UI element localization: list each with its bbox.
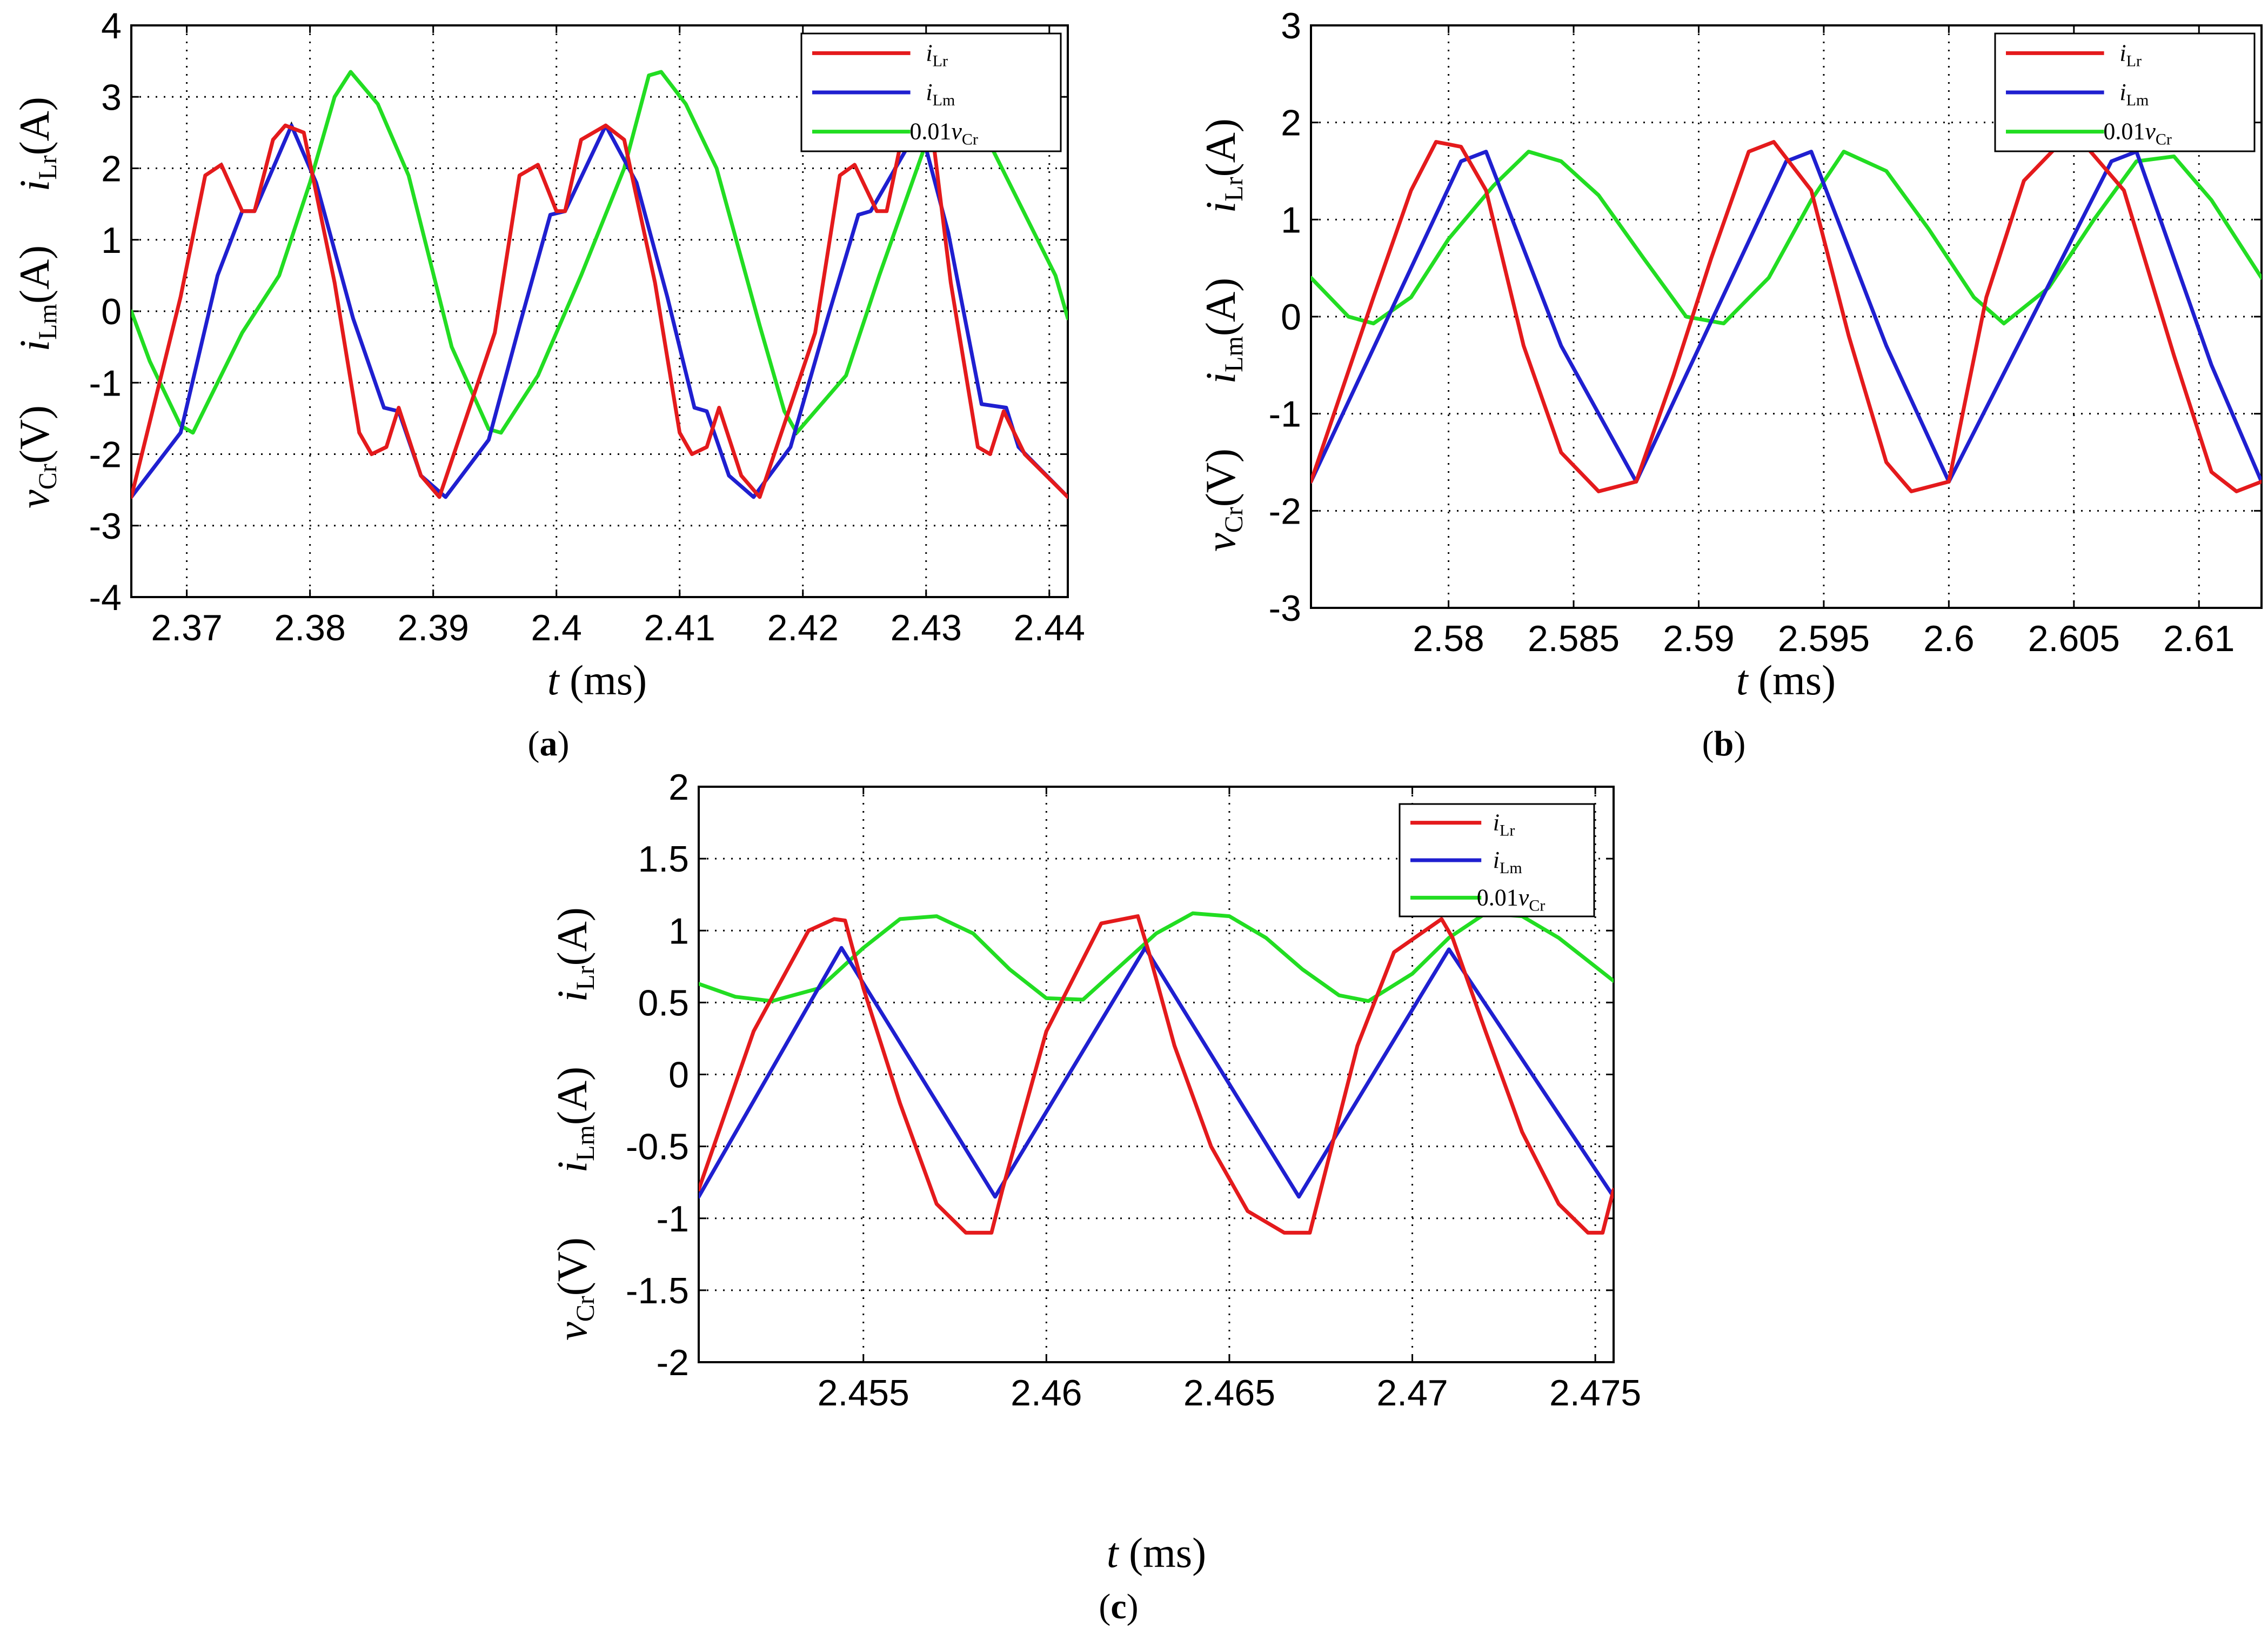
x-tick-label: 2.47 (1376, 1372, 1448, 1414)
legend-label: iLm (1493, 847, 1522, 877)
x-tick-label: 2.59 (1663, 618, 1734, 659)
x-tick-label: 2.44 (1014, 607, 1085, 648)
x-tick-label: 2.61 (2163, 618, 2234, 659)
y-tick-label: 1 (1281, 199, 1301, 240)
series-line-0.01vCr (131, 70, 1068, 435)
y-tick-label: 1 (668, 910, 689, 952)
y-tick-label: -4 (89, 577, 122, 618)
panel-a-x-axis-label: t (ms) (547, 657, 647, 704)
legend-label: 0.01vCr (2103, 118, 2172, 149)
x-tick-label: 2.465 (1183, 1372, 1275, 1414)
legend-label: iLm (926, 79, 955, 109)
panel-b-y-axis-label: vCr(V) iLm(A) iLr(A) (1197, 118, 1248, 552)
y-tick-label: -1.5 (626, 1270, 689, 1311)
y-tick-label: 2 (1281, 103, 1301, 144)
y-tick-label: -1 (657, 1198, 689, 1240)
panel-b-legend: iLr iLm 0.01vCr (1994, 32, 2256, 152)
series-line-0.01vCr (1311, 150, 2262, 326)
legend-label: 0.01vCr (909, 118, 978, 149)
x-tick-label: 2.605 (2028, 618, 2120, 659)
panel-a-y-axis-label: vCr(V) iLm(A) iLr(A) (11, 97, 62, 508)
x-tick-label: 2.455 (818, 1372, 909, 1414)
y-tick-label: -2 (89, 434, 122, 475)
panel-c: 2.455 2.46 2.465 2.47 2.475 2 1.5 1 0.5 0 -0.5 -1 -1… (548, 767, 1641, 1626)
x-tick-label: 2.6 (1923, 618, 1975, 659)
y-tick-label: 4 (101, 5, 122, 46)
y-tick-label: 0 (1281, 297, 1301, 338)
series-line-0.01vCr (699, 911, 1614, 1003)
x-tick-label: 2.37 (151, 607, 222, 648)
x-tick-label: 2.46 (1011, 1372, 1082, 1414)
x-tick-label: 2.38 (274, 607, 345, 648)
panel-c-legend: iLr iLm 0.01vCr (1399, 803, 1595, 917)
x-tick-label: 2.42 (767, 607, 839, 648)
x-tick-label: 2.39 (397, 607, 469, 648)
y-tick-label: -0.5 (626, 1127, 689, 1168)
y-tick-label: 0.5 (638, 982, 689, 1023)
panel-a-tick-labels: 2.37 2.38 2.39 2.4 2.41 2.42 2.43 2.44 4 3 2 1 0 -1 -2… (89, 5, 1085, 648)
y-tick-label: -2 (1269, 491, 1301, 532)
panel-a-caption: (a) (528, 724, 570, 763)
y-tick-label: -3 (89, 506, 122, 547)
panel-a: 2.37 2.38 2.39 2.4 2.41 2.42 2.43 2.44 4 3 2 1 0 -1 -2… (11, 5, 1085, 763)
x-tick-label: 2.4 (531, 607, 582, 648)
panel-c-y-axis-label: vCr(V) iLm(A) iLr(A) (548, 907, 600, 1341)
legend-label: iLr (2119, 39, 2142, 70)
panel-c-series (699, 911, 1614, 1235)
x-tick-label: 2.58 (1413, 618, 1484, 659)
y-tick-label: 2 (101, 149, 122, 190)
series-line-iLr (1311, 140, 2262, 493)
x-tick-label: 2.475 (1549, 1372, 1641, 1414)
legend-label: 0.01vCr (1477, 884, 1546, 914)
panel-b-caption: (b) (1702, 724, 1746, 763)
y-tick-label: 3 (101, 77, 122, 118)
series-line-iLr (699, 914, 1614, 1235)
panel-c-tick-labels: 2.455 2.46 2.465 2.47 2.475 2 1.5 1 0.5 0 -0.5 -1 -1… (626, 767, 1641, 1414)
panel-a-legend: iLr iLm 0.01vCr (800, 32, 1062, 152)
panel-b-tick-labels: 2.58 2.585 2.59 2.595 2.6 2.605 2.61 3 2 1 0 -1 -2 -3 (1269, 5, 2262, 659)
svg-text:vCr(V) iLm(A) iLr(A): vCr(V) iLm(A) iLr(A) (1197, 118, 1248, 552)
y-tick-label: 0 (101, 291, 122, 332)
y-tick-label: -1 (89, 363, 122, 404)
y-tick-label: 1.5 (638, 839, 689, 880)
y-tick-label: 0 (668, 1055, 689, 1096)
panel-c-x-axis-label: t (ms) (1107, 1529, 1206, 1576)
legend-label: iLr (1493, 809, 1515, 840)
svg-text:vCr(V) iLm(A) iLr(A): vCr(V) iLm(A) iLr(A) (11, 97, 62, 508)
y-tick-label: -1 (1269, 394, 1301, 435)
x-tick-label: 2.43 (891, 607, 962, 648)
x-tick-label: 2.595 (1778, 618, 1870, 659)
y-tick-label: 3 (1281, 5, 1301, 46)
panel-c-caption: (c) (1099, 1587, 1138, 1626)
y-tick-label: 1 (101, 220, 122, 261)
panel-b-x-axis-label: t (ms) (1736, 657, 1836, 704)
legend-label: iLm (2119, 79, 2149, 109)
x-tick-label: 2.585 (1528, 618, 1620, 659)
y-tick-label: -2 (657, 1342, 689, 1383)
x-tick-label: 2.41 (644, 607, 715, 648)
legend-label: iLr (926, 39, 948, 70)
svg-text:vCr(V) iLm(A) iLr(A): vCr(V) iLm(A) iLr(A) (548, 907, 600, 1341)
y-tick-label: 2 (668, 767, 689, 808)
series-line-iLm (699, 946, 1614, 1199)
panel-b: 2.58 2.585 2.59 2.595 2.6 2.605 2.61 3 2 1 0 -1 -2 -3… (1197, 5, 2263, 763)
y-tick-label: -3 (1269, 588, 1301, 629)
